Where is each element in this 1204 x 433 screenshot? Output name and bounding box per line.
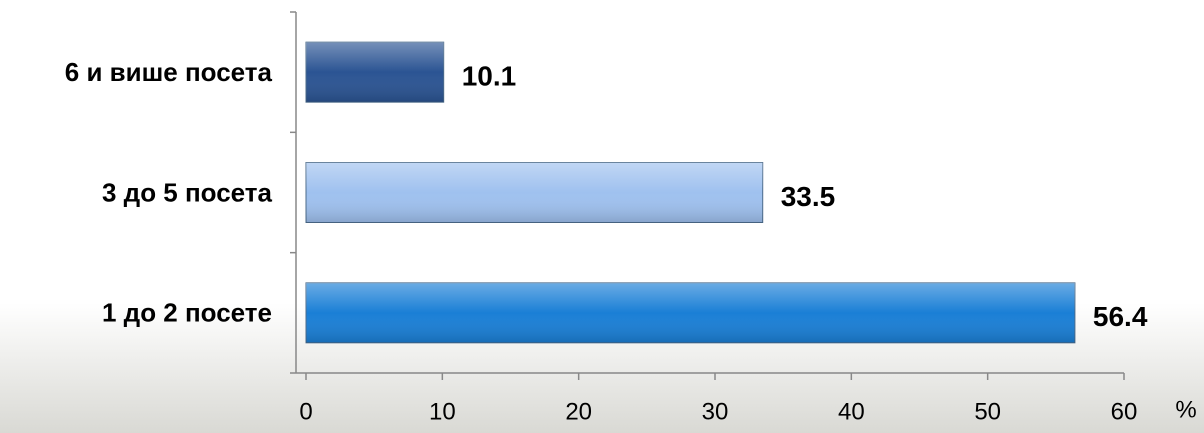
x-tick-label: 60 (1111, 398, 1138, 425)
x-tick-label: 50 (974, 398, 1001, 425)
bar (305, 41, 445, 103)
x-tick-label: 40 (838, 398, 865, 425)
category-label: 3 до 5 посета (102, 177, 273, 207)
bar (305, 282, 1076, 344)
x-axis-unit: % (1175, 396, 1196, 423)
value-label: 56.4 (1093, 301, 1148, 332)
value-label: 10.1 (462, 61, 517, 92)
x-tick-label: 10 (429, 398, 456, 425)
x-tick-label: 30 (702, 398, 729, 425)
category-label: 1 до 2 посете (102, 298, 272, 328)
value-label: 33.5 (781, 181, 836, 212)
x-tick-label: 20 (565, 398, 592, 425)
category-label: 6 и више посета (65, 57, 273, 87)
bar (305, 162, 764, 223)
x-tick-label: 0 (299, 398, 312, 425)
